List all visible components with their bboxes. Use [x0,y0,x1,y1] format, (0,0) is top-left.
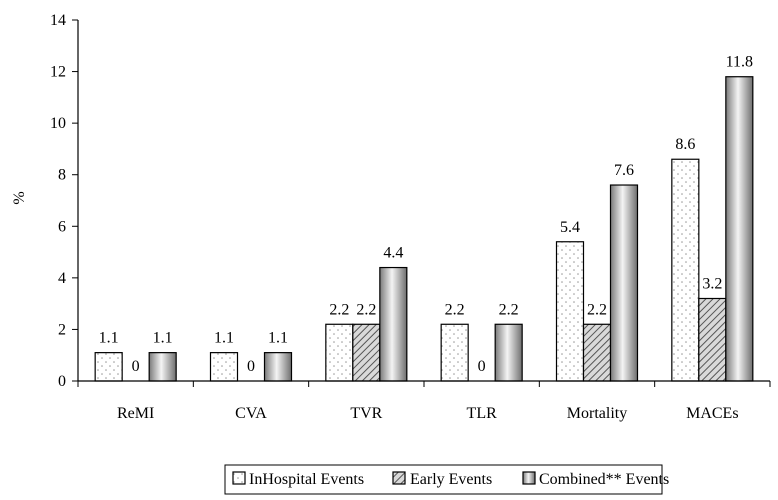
data-labels: 1.1 0 1.1 1.1 0 1.1 2.2 2.2 4.4 2.2 0 2.2 5.4 2.2 7.6 8… [99,54,753,375]
y-tick-label: 0 [58,373,66,390]
data-label: 0 [247,358,255,375]
bars [94,76,754,382]
bar-dotted [325,323,354,382]
y-axis: 0 2 4 6 8 10 12 14 [50,12,78,390]
bar-gradient [148,352,177,382]
bar-gradient [263,352,293,382]
category-label: CVA [235,405,267,422]
data-label: 0 [478,358,486,375]
y-tick-label: 2 [58,321,66,338]
y-tick-label: 14 [50,12,66,29]
data-label: 1.1 [153,330,173,347]
data-label: 11.8 [726,54,753,71]
bar-gradient [609,184,639,382]
y-tick-label: 8 [58,167,66,184]
data-label: 2.2 [356,301,376,318]
data-label: 2.2 [587,301,607,318]
bar-gradient [379,266,408,382]
data-label: 1.1 [268,330,288,347]
legend-swatch [522,471,536,485]
bar-hatched [582,323,612,382]
data-label: 1.1 [214,330,234,347]
legend-swatch [392,471,406,485]
data-label: 8.6 [675,136,695,153]
data-label: 1.1 [99,330,119,347]
data-label: 0 [132,358,140,375]
legend-box [224,464,663,495]
legend-swatch [232,471,246,485]
bar-dotted [555,241,585,382]
x-axis: ReMI CVA TVR TLR Mortality MACEs [117,405,739,422]
bar-dotted [671,158,700,382]
bar-dotted [440,323,469,382]
bar-hatched [698,297,727,382]
bar-gradient [494,323,523,382]
category-label: Mortality [567,405,627,422]
data-label: 2.2 [499,301,519,318]
bar-hatched [352,323,381,382]
legend-label: Combined** Events [539,471,669,488]
y-tick-label: 10 [50,115,66,132]
axes [77,20,771,387]
y-axis-label: % [11,191,28,204]
data-label: 2.2 [329,301,349,318]
category-label: MACEs [686,405,738,422]
legend-label: Early Events [410,471,492,488]
y-tick-label: 6 [58,218,66,235]
category-label: TVR [350,405,382,422]
y-tick-label: 12 [50,64,66,81]
data-label: 2.2 [445,301,465,318]
data-label: 3.2 [702,275,722,292]
bar-dotted [94,352,123,382]
data-label: 7.6 [614,162,634,179]
category-label: ReMI [117,405,154,422]
bar-gradient [725,76,754,382]
category-label: TLR [467,405,498,422]
data-label: 5.4 [560,219,580,236]
bar-dotted [209,352,239,382]
legend: InHospital Events Early Events Combined** … [224,464,669,495]
y-tick-label: 4 [58,270,66,287]
legend-label: InHospital Events [249,471,364,488]
data-label: 4.4 [383,245,403,262]
